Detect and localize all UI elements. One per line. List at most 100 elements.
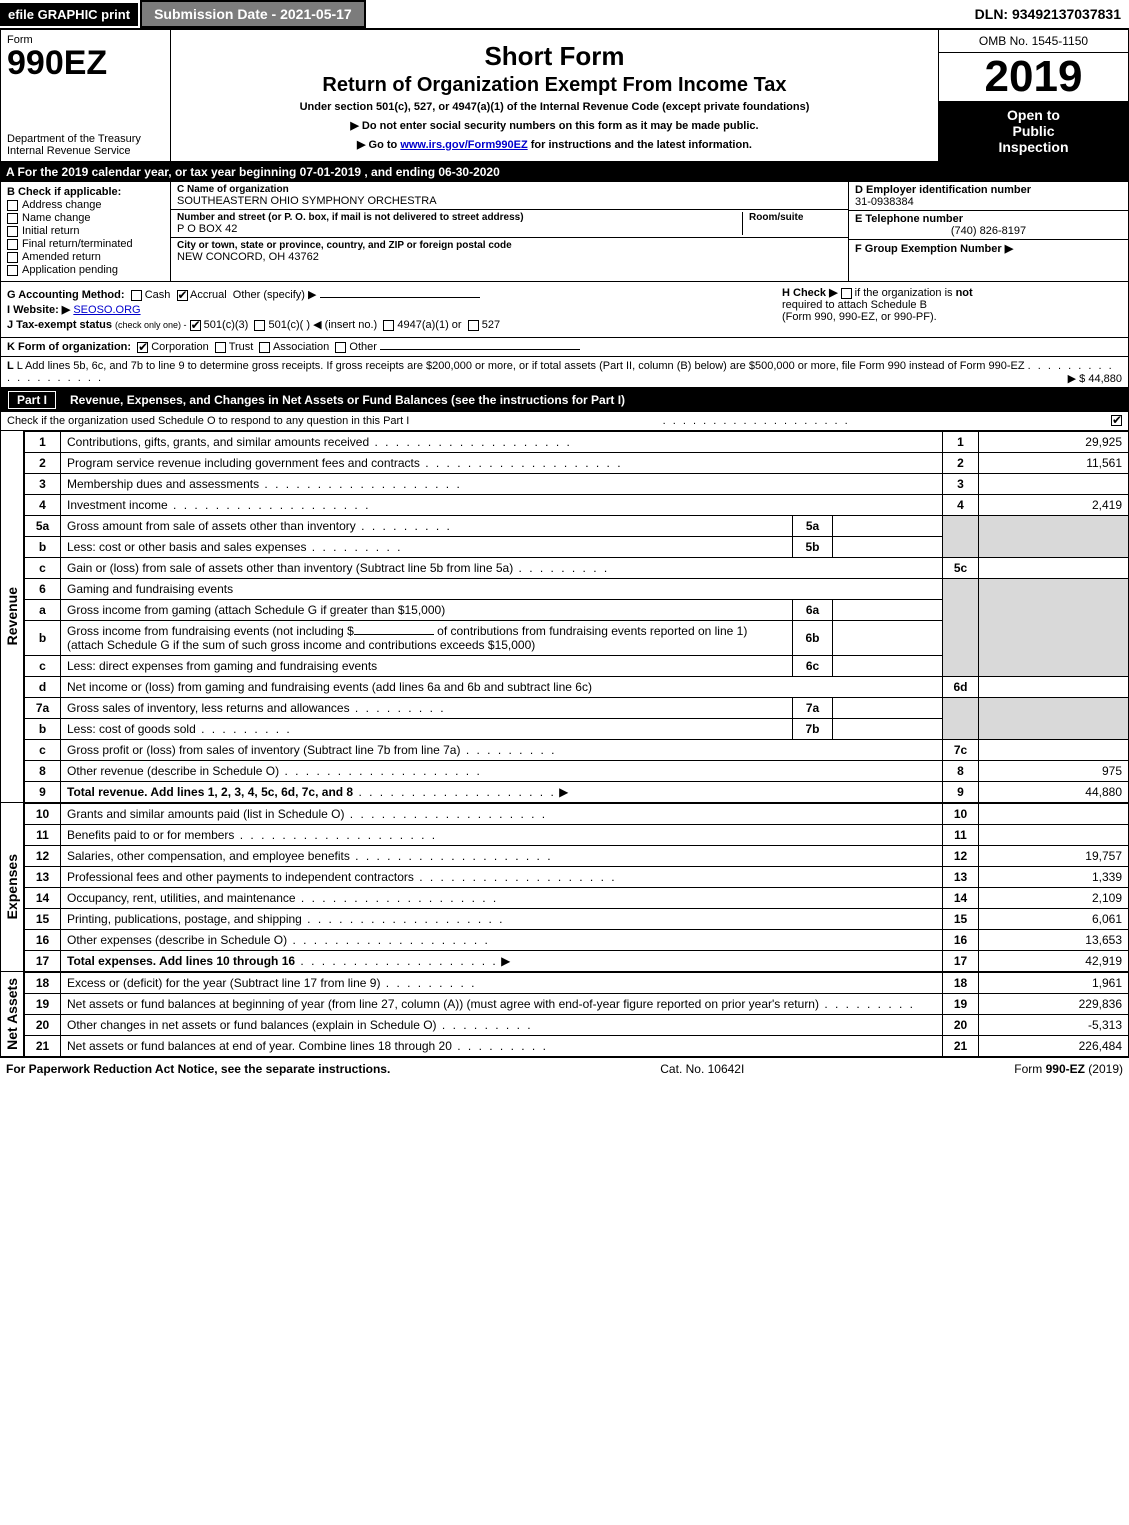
open-line1: Open to — [941, 107, 1126, 123]
h-text2: required to attach Schedule B — [782, 299, 1122, 311]
address-change-checkbox[interactable] — [7, 200, 18, 211]
line-6b-input[interactable] — [354, 634, 434, 635]
line-5a: 5aGross amount from sale of assets other… — [25, 516, 1129, 537]
association-label: Association — [273, 341, 329, 353]
catalog-number: Cat. No. 10642I — [660, 1062, 744, 1076]
form-ref-post: (2019) — [1085, 1062, 1123, 1076]
b-check-heading: B Check if applicable: — [7, 186, 164, 198]
part-i-label: Part I — [8, 391, 56, 409]
line-14: 14Occupancy, rent, utilities, and mainte… — [25, 888, 1129, 909]
k-form-of-org: K Form of organization: Corporation Trus… — [0, 338, 1129, 357]
line-12: 12Salaries, other compensation, and empl… — [25, 846, 1129, 867]
l-amount: ▶ $ 44,880 — [1068, 372, 1122, 385]
line-21-amount: 226,484 — [979, 1036, 1129, 1057]
d-ein-label: D Employer identification number — [855, 184, 1122, 196]
g-label: G Accounting Method: — [7, 289, 125, 301]
initial-return-label: Initial return — [22, 225, 79, 237]
accrual-checkbox[interactable] — [177, 290, 188, 301]
omb-number: OMB No. 1545-1150 — [939, 30, 1128, 53]
irs-link[interactable]: www.irs.gov/Form990EZ — [400, 139, 527, 151]
line-16: 16Other expenses (describe in Schedule O… — [25, 930, 1129, 951]
trust-checkbox[interactable] — [215, 342, 226, 353]
goto-instructions: ▶ Go to www.irs.gov/Form990EZ for instru… — [181, 138, 928, 151]
line-3: 3Membership dues and assessments3 — [25, 474, 1129, 495]
h-check: H Check ▶ if the organization is not req… — [782, 286, 1122, 333]
header-left: Form 990EZ Department of the Treasury In… — [1, 30, 171, 161]
501c3-label: 501(c)(3) — [204, 319, 249, 331]
c-name-label: C Name of organization — [177, 184, 842, 195]
line-6a-inner-amount — [833, 600, 943, 621]
corporation-checkbox[interactable] — [137, 342, 148, 353]
line-17-amount: 42,919 — [979, 951, 1129, 972]
line-3-amount — [979, 474, 1129, 495]
phone-value: (740) 826-8197 — [855, 225, 1122, 237]
line-18-amount: 1,961 — [979, 973, 1129, 994]
efile-print-button[interactable]: efile GRAPHIC print — [0, 3, 138, 26]
check-if-applicable: B Check if applicable: Address change Na… — [1, 182, 171, 281]
line-6: 6Gaming and fundraising events — [25, 579, 1129, 600]
open-line2: Public — [941, 123, 1126, 139]
open-line3: Inspection — [941, 139, 1126, 155]
line-11-amount — [979, 825, 1129, 846]
other-specify-label: Other (specify) ▶ — [233, 289, 317, 301]
line-9-amount: 44,880 — [979, 782, 1129, 803]
form-ref-pre: Form — [1014, 1062, 1045, 1076]
line-11: 11Benefits paid to or for members11 — [25, 825, 1129, 846]
net-assets-section: Net Assets 18Excess or (deficit) for the… — [0, 972, 1129, 1057]
j-label: J Tax-exempt status — [7, 319, 112, 331]
line-7c-amount — [979, 740, 1129, 761]
line-21: 21Net assets or fund balances at end of … — [25, 1036, 1129, 1057]
line-4: 4Investment income42,419 — [25, 495, 1129, 516]
warning-ssn: ▶ Do not enter social security numbers o… — [181, 119, 928, 132]
association-checkbox[interactable] — [259, 342, 270, 353]
527-checkbox[interactable] — [468, 320, 479, 331]
501c3-checkbox[interactable] — [190, 320, 201, 331]
line-7b-inner-amount — [833, 719, 943, 740]
j-tax-exempt: J Tax-exempt status (check only one) - 5… — [7, 318, 772, 331]
amended-return-checkbox[interactable] — [7, 252, 18, 263]
part-i-header: Part I Revenue, Expenses, and Changes in… — [0, 388, 1129, 412]
open-to-public: Open to Public Inspection — [939, 101, 1128, 161]
top-bar: efile GRAPHIC print Submission Date - 20… — [0, 0, 1129, 29]
website-link[interactable]: SEOSO.ORG — [73, 304, 140, 316]
line-13: 13Professional fees and other payments t… — [25, 867, 1129, 888]
city-value: NEW CONCORD, OH 43762 — [177, 251, 842, 263]
room-suite-label: Room/suite — [749, 212, 842, 223]
line-10: 10Grants and similar amounts paid (list … — [25, 804, 1129, 825]
other-org-input[interactable] — [380, 349, 580, 350]
line-1: 1Contributions, gifts, grants, and simil… — [25, 432, 1129, 453]
schedule-o-checkbox[interactable] — [1111, 415, 1122, 426]
street-label: Number and street (or P. O. box, if mail… — [177, 212, 742, 223]
501c-label: 501(c)( ) ◀ (insert no.) — [268, 319, 377, 331]
other-specify-input[interactable] — [320, 297, 480, 298]
header-right: OMB No. 1545-1150 2019 Open to Public In… — [938, 30, 1128, 161]
k-label: K Form of organization: — [7, 341, 131, 353]
org-name: SOUTHEASTERN OHIO SYMPHONY ORCHESTRA — [177, 195, 842, 207]
line-5c: cGain or (loss) from sale of assets othe… — [25, 558, 1129, 579]
subtitle: Under section 501(c), 527, or 4947(a)(1)… — [181, 101, 928, 113]
application-pending-checkbox[interactable] — [7, 265, 18, 276]
line-20: 20Other changes in net assets or fund ba… — [25, 1015, 1129, 1036]
right-info: D Employer identification number 31-0938… — [848, 182, 1128, 281]
final-return-checkbox[interactable] — [7, 239, 18, 250]
irs-text: Internal Revenue Service — [7, 145, 131, 157]
cash-checkbox[interactable] — [131, 290, 142, 301]
h-not: not — [956, 287, 973, 299]
4947-checkbox[interactable] — [383, 320, 394, 331]
line-1-amount: 29,925 — [979, 432, 1129, 453]
line-2: 2Program service revenue including gover… — [25, 453, 1129, 474]
form-ref: Form 990-EZ (2019) — [1014, 1062, 1123, 1076]
h-label: H Check ▶ — [782, 287, 838, 299]
ghijkl-block: G Accounting Method: Cash Accrual Other … — [0, 282, 1129, 338]
expenses-side-label: Expenses — [0, 803, 24, 972]
revenue-side-label: Revenue — [0, 431, 24, 803]
initial-return-checkbox[interactable] — [7, 226, 18, 237]
f-group-exemption-label: F Group Exemption Number ▶ — [855, 242, 1122, 255]
501c-checkbox[interactable] — [254, 320, 265, 331]
goto-post: for instructions and the latest informat… — [531, 139, 752, 151]
application-pending-label: Application pending — [22, 264, 118, 276]
part-i-title: Revenue, Expenses, and Changes in Net As… — [70, 393, 625, 407]
h-checkbox[interactable] — [841, 288, 852, 299]
other-org-checkbox[interactable] — [335, 342, 346, 353]
name-change-checkbox[interactable] — [7, 213, 18, 224]
